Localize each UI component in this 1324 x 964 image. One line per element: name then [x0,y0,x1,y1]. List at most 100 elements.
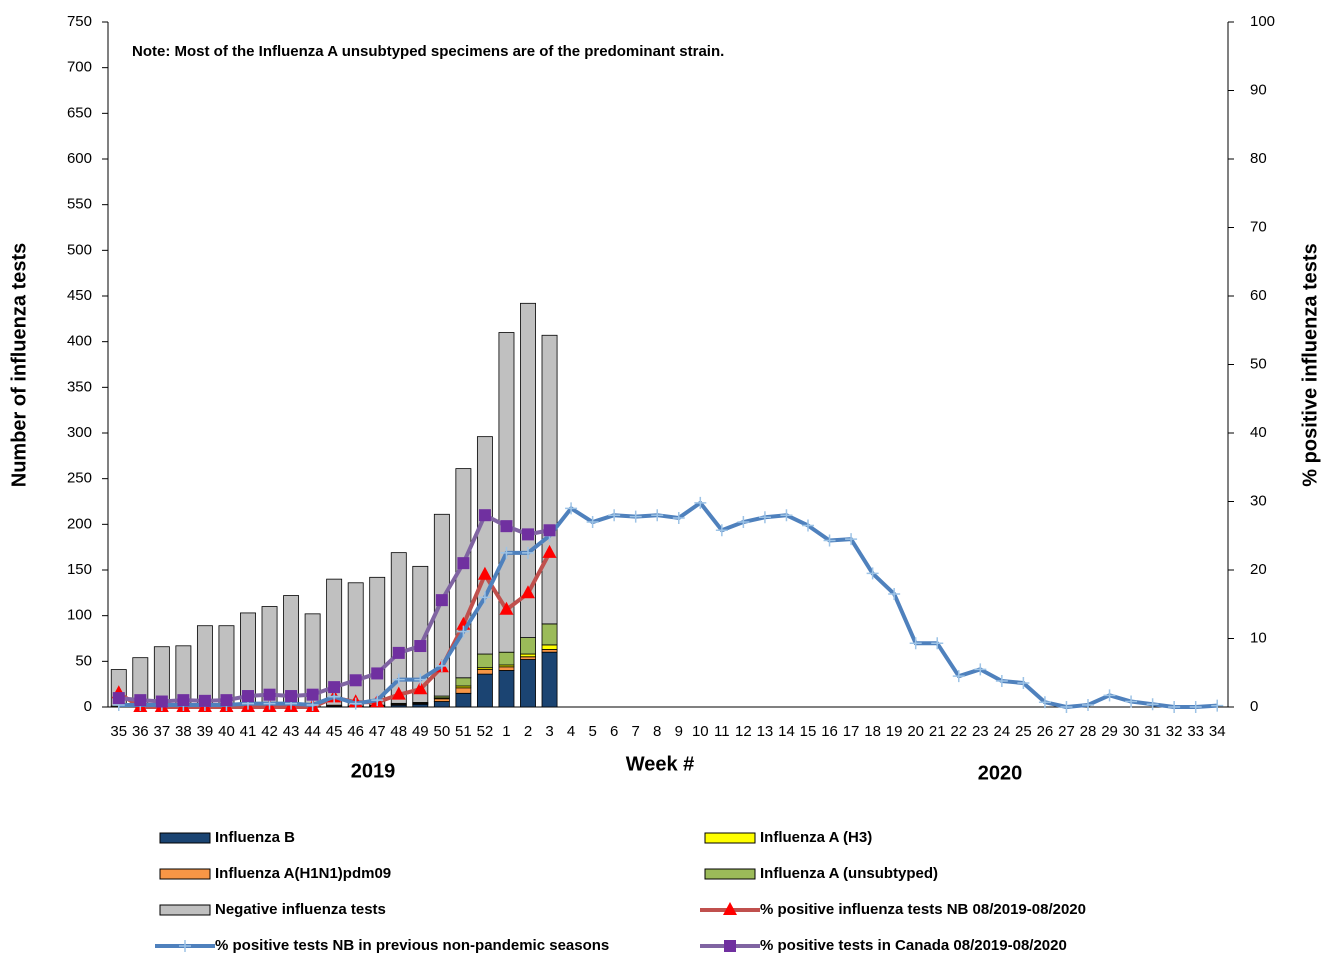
x-tick-label: 45 [326,723,343,740]
bar-segment [369,576,386,706]
marker [1146,698,1159,711]
line [118,500,1218,709]
bar-segment [433,698,450,702]
bar-segment [412,703,429,708]
legend-label: % positive tests NB in previous non-pand… [215,937,609,954]
marker [974,663,987,676]
x-tick-label: 28 [1080,723,1097,740]
marker [263,688,276,701]
marker [672,511,685,524]
x-tick-label: 13 [757,723,774,740]
bar-segment [476,436,493,655]
y2-tick-label: 20 [1250,561,1267,578]
marker [435,659,448,672]
y2-tick-label: 30 [1250,492,1267,509]
marker [112,692,125,705]
x-tick-label: 7 [632,723,640,740]
bar-segment [433,701,450,708]
marker [715,524,728,537]
x-tick-label: 18 [864,723,881,740]
marker [888,587,901,600]
x-tick-label: 37 [154,723,171,740]
marker [328,681,341,694]
marker [802,519,814,532]
y2-tick-label: 90 [1250,81,1267,98]
marker [1125,695,1138,708]
bar-segment [196,625,213,708]
bar-segment [498,332,515,653]
x-tick-label: 43 [283,723,300,740]
x-tick-label: 11 [714,723,730,740]
marker [565,502,578,515]
x-tick-label: 12 [735,723,752,740]
marker [758,511,771,524]
x-tick-label: 23 [972,723,989,740]
legend-item: Influenza A (unsubtyped) [704,865,938,882]
x-tick-label: 51 [455,723,472,740]
legend-item: Negative influenza tests [159,901,386,918]
y-tick-label: 650 [67,104,92,121]
legend-swatch [159,868,211,880]
marker [499,601,514,615]
marker [306,688,319,701]
y-tick-label: 600 [67,150,92,167]
y-tick-label: 750 [67,13,92,30]
bar-segment [498,670,515,708]
x-tick-label: 33 [1187,723,1204,740]
bar-segment [520,653,536,658]
marker [371,694,384,707]
y-tick-label: 300 [67,424,92,441]
bar-segment [347,582,364,707]
x-tick-label: 30 [1123,723,1140,740]
marker [521,585,535,599]
marker [1189,701,1202,713]
y-tick-label: 0 [84,698,92,715]
x-axis-title: Week # [626,753,695,775]
legend-item: Influenza B [159,829,295,846]
x-tick-label: 42 [261,723,278,740]
bar-segment [520,659,536,708]
x-tick-label: 49 [412,723,429,740]
bar-segment [541,334,558,625]
marker [349,674,362,687]
y2-tick-label: 70 [1250,218,1267,235]
legend-item: Influenza A (H3) [704,829,872,846]
x-tick-label: 38 [175,723,192,740]
marker [155,695,168,708]
x-tick-label: 41 [240,723,257,740]
x-tick-label: 40 [218,723,235,740]
x-tick-label: 22 [950,723,967,740]
x-tick-label: 19 [886,723,903,740]
marker [414,640,427,653]
bar-segment [541,651,558,708]
marker [413,681,428,695]
legend-item: % positive tests NB in previous non-pand… [155,937,609,954]
legend-swatch [159,904,211,916]
marker [522,528,534,541]
marker [285,690,298,703]
bar-segment [498,666,515,671]
legend-item: % positive tests in Canada 08/2019-08/20… [700,937,1067,954]
bar-segment [455,687,472,694]
markers [112,509,556,708]
y2-tick-label: 50 [1250,355,1267,372]
marker [1168,701,1181,713]
marker [306,698,319,711]
marker [477,566,492,580]
marker [478,591,491,604]
x-tick-label: 47 [369,723,386,740]
x-tick-label: 21 [929,723,946,740]
x-tick-label: 16 [821,723,838,740]
bar-segment [541,644,558,650]
x-tick-label: 2 [524,723,532,740]
year-label: 2019 [351,760,396,782]
marker [371,667,384,680]
marker [349,697,362,710]
year-label: 2020 [978,762,1023,784]
bar-segment [326,578,343,706]
x-tick-label: 32 [1166,723,1183,740]
y-tick-label: 150 [67,561,92,578]
marker [1082,698,1094,711]
x-tick-label: 6 [610,723,618,740]
marker [823,534,836,547]
